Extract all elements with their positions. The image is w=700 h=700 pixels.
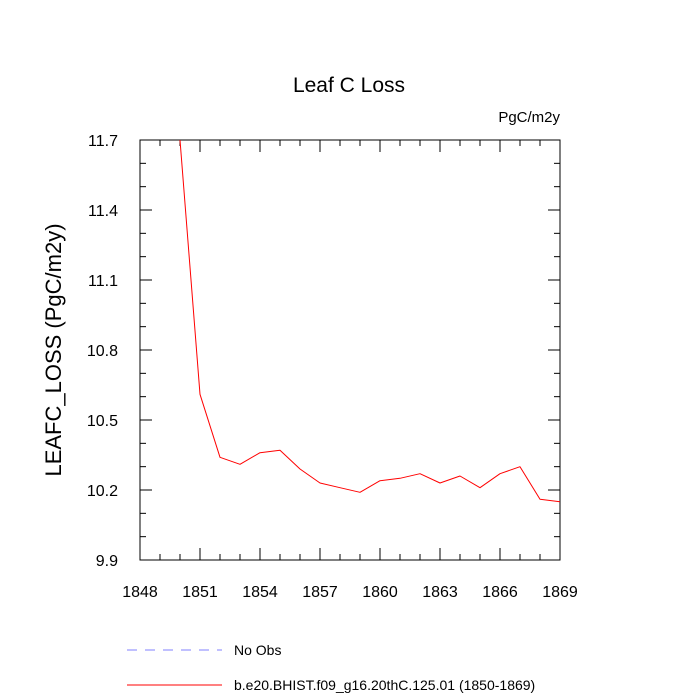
legend-label: No Obs bbox=[234, 642, 281, 658]
x-tick-label: 1848 bbox=[122, 584, 158, 601]
series-line-0 bbox=[179, 140, 560, 503]
y-tick-label: 11.7 bbox=[88, 133, 118, 150]
x-tick-label: 1854 bbox=[242, 584, 278, 601]
series-group bbox=[179, 140, 560, 503]
y-tick-label: 10.2 bbox=[87, 483, 118, 500]
y-tick-label: 11.4 bbox=[88, 203, 118, 220]
y-tick-labels: 9.9 10.2 10.5 10.8 11.1 11.4 11.7 bbox=[87, 133, 118, 570]
axis-ticks bbox=[139, 139, 561, 561]
chart-title: Leaf C Loss bbox=[293, 74, 405, 97]
y-tick-label: 9.9 bbox=[96, 553, 118, 570]
x-tick-label: 1866 bbox=[482, 584, 518, 601]
y-tick-label: 10.5 bbox=[87, 413, 118, 430]
x-tick-label: 1863 bbox=[422, 584, 458, 601]
y-axis-label: LEAFC_LOSS (PgC/m2y) bbox=[41, 223, 66, 476]
plot-frame bbox=[139, 139, 561, 561]
x-tick-label: 1857 bbox=[302, 584, 338, 601]
legend: No Obs b.e20.BHIST.f09_g16.20thC.125.01 (… bbox=[127, 642, 535, 693]
y-tick-label: 10.8 bbox=[87, 343, 118, 360]
x-tick-label: 1851 bbox=[182, 584, 218, 601]
units-label: PgC/m2y bbox=[498, 109, 560, 126]
x-tick-label: 1860 bbox=[362, 584, 398, 601]
y-tick-label: 11.1 bbox=[88, 273, 118, 290]
x-tick-labels: 1848 1851 1854 1857 1860 1863 1866 1869 bbox=[122, 584, 578, 601]
legend-label: b.e20.BHIST.f09_g16.20thC.125.01 (1850-1… bbox=[234, 677, 535, 693]
x-tick-label: 1869 bbox=[542, 584, 578, 601]
